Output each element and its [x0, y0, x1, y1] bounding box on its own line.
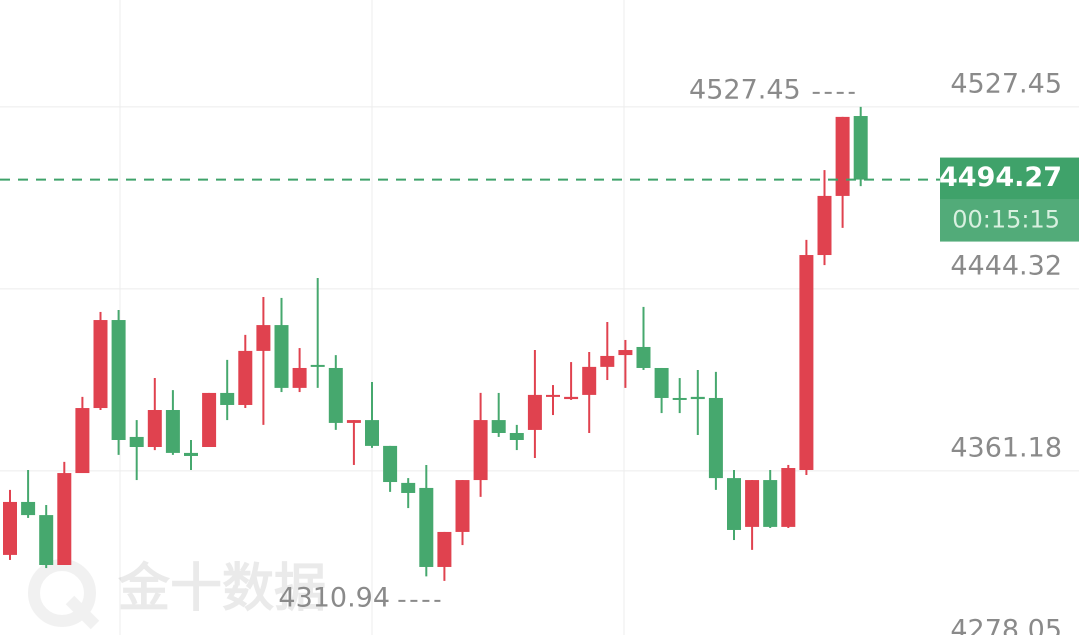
candle-body [220, 392, 235, 405]
candle-body [147, 410, 162, 448]
candle-body [39, 515, 54, 565]
candle-body [835, 116, 850, 196]
candle-body [491, 420, 506, 433]
candle-body [129, 436, 144, 448]
candle-body [727, 478, 741, 530]
candle-body [781, 468, 796, 527]
candle-body [274, 325, 289, 388]
candle-body [202, 392, 217, 448]
candle-body [57, 473, 72, 565]
candle-body [582, 366, 597, 395]
candle-body [383, 445, 398, 483]
y-tick-label: 4361.18 [950, 432, 1062, 463]
candle-body [690, 396, 705, 400]
candle-body [473, 420, 488, 481]
candle-body [745, 480, 760, 527]
candle-body [564, 396, 579, 400]
candle-body [817, 195, 832, 256]
candle-body [256, 325, 271, 351]
candle-body [437, 531, 452, 567]
candle-body [763, 480, 778, 527]
candle-body [93, 320, 108, 409]
current-price-tag [940, 157, 1079, 200]
candle-body [546, 394, 560, 397]
candle-body [238, 350, 253, 405]
candle-body [184, 452, 198, 456]
candle-body [111, 320, 126, 440]
candle-body [853, 116, 868, 180]
y-tick-label: 4278.05 [950, 614, 1062, 635]
candle-body [75, 408, 90, 474]
candle-body [600, 355, 615, 367]
countdown: 00:15:15 [952, 206, 1060, 234]
countdown-tag [940, 199, 1079, 242]
candle-body [672, 397, 687, 400]
y-tick-label: 4444.32 [950, 250, 1062, 281]
y-tick-label: 4527.45 [950, 68, 1062, 99]
candle-body [618, 350, 633, 356]
candle-body [328, 367, 343, 423]
candle-body [21, 501, 36, 516]
candle-body [292, 367, 307, 388]
candle-body [401, 482, 416, 493]
candle-body [636, 346, 651, 368]
candle-body [310, 364, 325, 367]
candle-body [654, 367, 669, 398]
candle-body [346, 420, 361, 423]
candle-body [365, 420, 379, 446]
candle-body [527, 394, 542, 430]
min-label: 4310.94 [278, 582, 390, 613]
candle-body [455, 480, 470, 532]
candle-body [509, 432, 524, 440]
candle-body [419, 487, 434, 567]
watermark-logo [28, 559, 100, 630]
candle-body [165, 410, 180, 453]
candle-body [3, 501, 17, 555]
current-price-label: 4494.27 [939, 162, 1062, 193]
watermark: 金十数据 [117, 559, 326, 619]
candle-body [799, 255, 814, 470]
candle-body [708, 397, 723, 479]
max-label: 4527.45 [689, 74, 801, 105]
